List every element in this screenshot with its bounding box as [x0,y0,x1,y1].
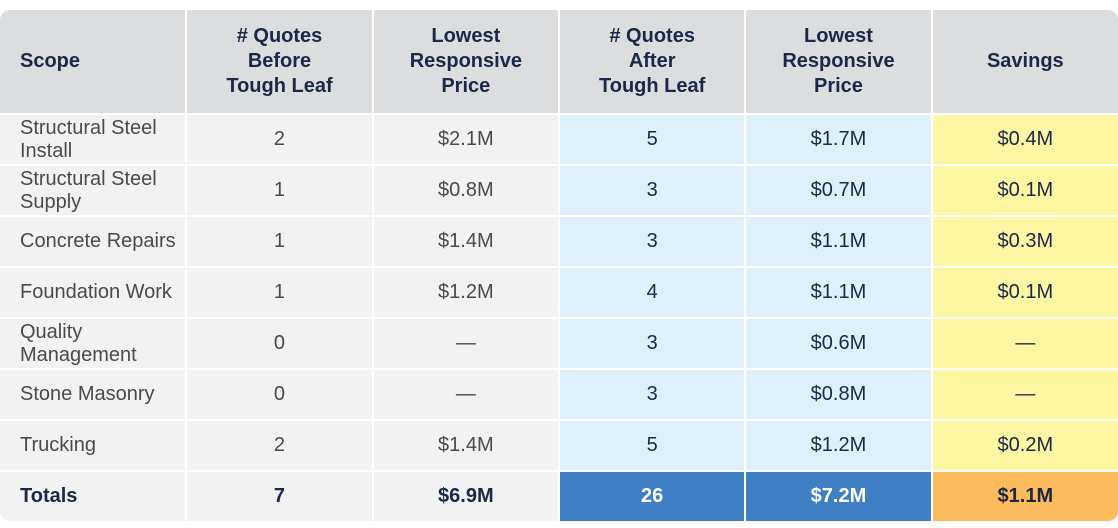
value-cell: $2.1M [371,113,560,166]
value-cell: — [930,368,1118,421]
body-row: Structural Steel Supply 1 $0.8M 3 $0.7M $0.1M [0,164,1118,217]
value-cell: $1.1M [744,215,933,268]
header-cell: # Quotes Before Tough Leaf [185,10,374,115]
value-cell: 2 [185,113,374,166]
body-row: Trucking 2 $1.4M 5 $1.2M $0.2M [0,419,1118,472]
header-cell: Savings [930,10,1118,115]
totals-cell: $7.2M [744,470,933,521]
body-row: Foundation Work 1 $1.2M 4 $1.1M $0.1M [0,266,1118,319]
value-cell: $0.1M [930,164,1118,217]
header-cell: Lowest Responsive Price [744,10,933,115]
value-cell: 0 [185,368,374,421]
value-cell: $1.4M [371,419,560,472]
totals-cell: $1.1M [930,470,1118,521]
value-cell: $0.7M [744,164,933,217]
body-row: Quality Management 0—3 $0.6M — [0,317,1118,370]
quotes-table: Scope # Quotes Before Tough Leaf Lowest Re… [0,10,1118,521]
totals-cell: 7 [185,470,374,521]
value-cell: $1.2M [371,266,560,319]
value-cell: $0.6M [744,317,933,370]
header-cell: # Quotes After Tough Leaf [557,10,747,115]
header-row: Scope # Quotes Before Tough Leaf Lowest Re… [0,10,1118,115]
body-row: Stone Masonry 0—3 $0.8M — [0,368,1118,421]
value-cell: $0.3M [930,215,1118,268]
value-cell: 1 [185,266,374,319]
value-cell: $0.1M [930,266,1118,319]
scope-cell: Foundation Work [0,266,188,319]
scope-cell: Stone Masonry [0,368,188,421]
value-cell: 5 [557,113,747,166]
scope-cell: Quality Management [0,317,188,370]
table-frame: Scope # Quotes Before Tough Leaf Lowest Re… [0,10,1118,521]
value-cell: $0.8M [744,368,933,421]
value-cell: $1.1M [744,266,933,319]
scope-cell: Concrete Repairs [0,215,188,268]
totals-row: Totals 7 $6.9M 26 $7.2M $1.1M [0,470,1118,521]
value-cell: $1.2M [744,419,933,472]
value-cell: 0 [185,317,374,370]
totals-cell: $6.9M [371,470,560,521]
totals-label: Totals [0,470,188,521]
value-cell: 1 [185,215,374,268]
value-cell: 2 [185,419,374,472]
scope-cell: Structural Steel Supply [0,164,188,217]
value-cell: $1.7M [744,113,933,166]
totals-cell: 26 [557,470,747,521]
scope-cell: Trucking [0,419,188,472]
value-cell: 3 [557,368,747,421]
scope-cell: Structural Steel Install [0,113,188,166]
value-cell: $1.4M [371,215,560,268]
body-row: Structural Steel Install 2 $2.1M 5 $1.7M $0.4… [0,113,1118,166]
header-cell: Lowest Responsive Price [371,10,560,115]
value-cell: 1 [185,164,374,217]
value-cell: 4 [557,266,747,319]
value-cell: $0.2M [930,419,1118,472]
value-cell: 3 [557,164,747,217]
value-cell: 3 [557,215,747,268]
body-row: Concrete Repairs 1 $1.4M 3 $1.1M $0.3M [0,215,1118,268]
value-cell: — [371,368,560,421]
value-cell: 5 [557,419,747,472]
header-cell: Scope [0,10,188,115]
value-cell: $0.8M [371,164,560,217]
value-cell: — [930,317,1118,370]
value-cell: 3 [557,317,747,370]
value-cell: $0.4M [930,113,1118,166]
value-cell: — [371,317,560,370]
